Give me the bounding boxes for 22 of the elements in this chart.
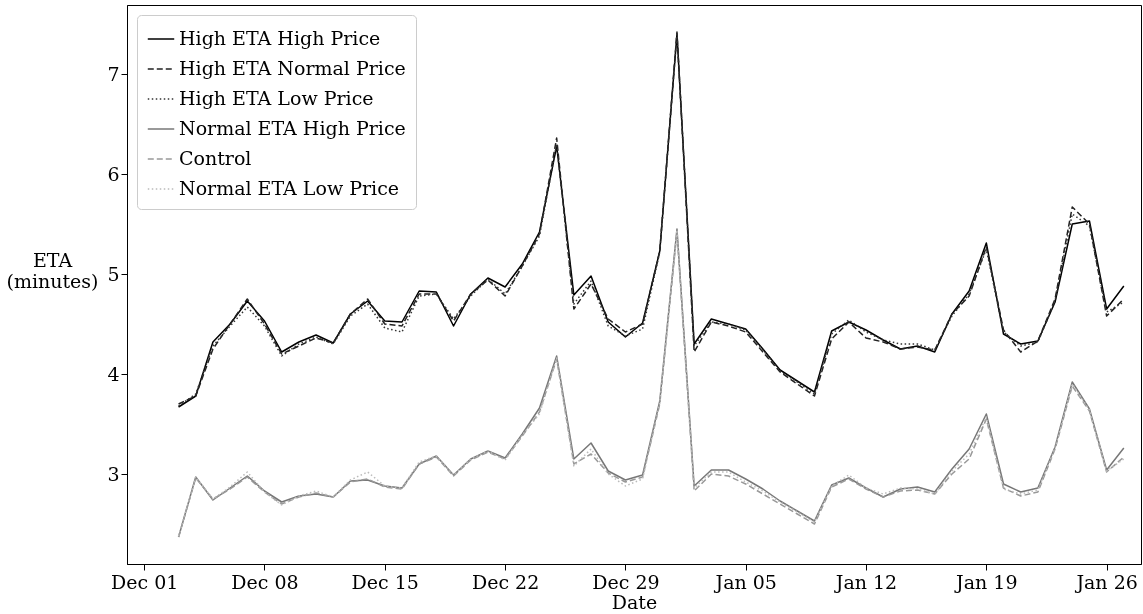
legend-label: High ETA High Price (179, 27, 381, 49)
y-tick-label: 3 (107, 462, 120, 485)
x-tick-label: Dec 01 (111, 570, 179, 593)
x-tick-label: Jan 12 (833, 570, 898, 593)
y-axis-title: ETA (minutes) (6, 248, 99, 292)
legend-label: Normal ETA High Price (179, 117, 406, 139)
x-tick-label: Dec 29 (592, 570, 660, 593)
x-tick-label: Dec 15 (351, 570, 419, 593)
legend-label: Normal ETA Low Price (179, 177, 400, 199)
legend-label: Control (179, 147, 252, 169)
y-tick-label: 7 (107, 62, 120, 85)
x-tick-label: Dec 08 (231, 570, 299, 593)
y-tick-label: 5 (107, 262, 120, 285)
x-tick-label: Dec 22 (471, 570, 540, 593)
x-tick-label: Jan 05 (713, 570, 777, 593)
x-axis-title: Date (611, 590, 658, 613)
x-tick-label: Jan 19 (954, 570, 1018, 593)
x-tick-label: Jan 26 (1074, 570, 1138, 593)
legend-label: High ETA Low Price (179, 87, 374, 109)
y-tick-label: 6 (107, 162, 120, 185)
legend-label: High ETA Normal Price (179, 57, 406, 79)
y-tick-label: 4 (107, 362, 120, 385)
